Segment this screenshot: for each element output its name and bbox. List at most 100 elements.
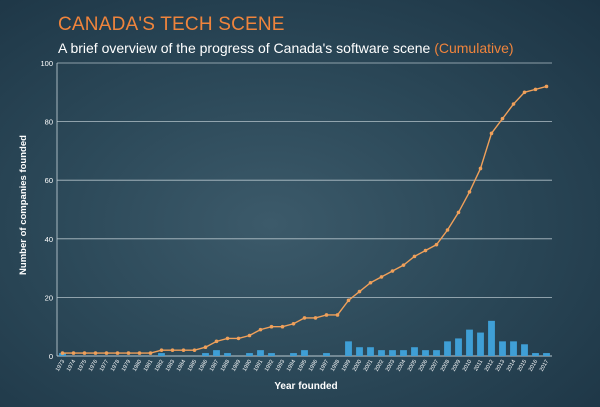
bar xyxy=(543,353,550,356)
bar xyxy=(202,353,209,356)
y-tick-label: 60 xyxy=(45,176,53,185)
x-tick-label: 2008 xyxy=(440,359,451,373)
x-tick-label: 1984 xyxy=(176,359,187,373)
bar xyxy=(301,350,308,356)
line-point xyxy=(247,333,252,338)
x-tick-label: 2004 xyxy=(396,359,407,373)
x-tick-label: 1974 xyxy=(66,359,77,373)
bar xyxy=(213,350,220,356)
line-point xyxy=(148,351,153,355)
line-point xyxy=(423,248,428,253)
x-tick-label: 1977 xyxy=(99,359,110,373)
line-point xyxy=(302,316,307,320)
line-point xyxy=(324,313,329,317)
x-tick-label: 1978 xyxy=(110,359,121,373)
bar xyxy=(422,350,429,356)
x-tick-label: 1987 xyxy=(209,359,220,373)
x-tick-label: 1983 xyxy=(165,359,176,373)
line-point xyxy=(93,351,98,355)
bar xyxy=(389,350,396,356)
line-point xyxy=(104,351,109,355)
x-axis-label: Year founded xyxy=(274,381,337,392)
bar xyxy=(224,353,231,356)
x-tick-label: 2002 xyxy=(374,359,385,373)
line-point xyxy=(379,275,384,279)
cumulative-line xyxy=(62,85,547,354)
bar xyxy=(411,347,418,356)
bar xyxy=(477,332,484,356)
x-tick-label: 1990 xyxy=(242,359,253,373)
line-point xyxy=(82,351,87,355)
x-tick-label: 2007 xyxy=(429,359,440,373)
bar xyxy=(400,350,407,356)
line-point xyxy=(159,348,164,352)
x-tick-label: 1998 xyxy=(330,359,341,373)
bar xyxy=(158,353,165,356)
x-tick-label: 1993 xyxy=(275,359,286,373)
line-point xyxy=(137,351,142,355)
x-tick-label: 1975 xyxy=(77,359,88,373)
x-tick-label: 1989 xyxy=(231,359,242,373)
line-point xyxy=(225,336,230,341)
x-tick-label: 1995 xyxy=(297,359,308,373)
bar xyxy=(433,350,440,356)
bar xyxy=(367,347,374,356)
bar xyxy=(521,344,528,356)
line-point xyxy=(71,351,76,355)
y-axis-label: Number of companies founded xyxy=(18,135,29,275)
x-tick-label: 2005 xyxy=(407,359,418,373)
line-point xyxy=(500,116,505,121)
x-tick-label: 2014 xyxy=(506,359,517,373)
line-point xyxy=(456,210,461,215)
line-point xyxy=(214,339,219,344)
x-tick-label: 1979 xyxy=(121,359,132,373)
line-point xyxy=(291,321,296,326)
x-tick-label: 1988 xyxy=(220,359,231,373)
y-tick-label: 20 xyxy=(45,293,53,302)
bar xyxy=(268,353,275,356)
bar xyxy=(499,341,506,356)
x-tick-label: 1999 xyxy=(341,359,352,373)
line-point xyxy=(445,228,450,232)
bar xyxy=(510,341,517,356)
x-tick-label: 1982 xyxy=(154,359,165,373)
subtitle-text: A brief overview of the progress of Cana… xyxy=(58,40,431,56)
line-point xyxy=(60,351,65,355)
x-tick-label: 1976 xyxy=(88,359,99,373)
line-point xyxy=(346,298,351,303)
line-point xyxy=(489,131,494,136)
bar xyxy=(532,353,539,356)
line-point xyxy=(203,345,208,350)
y-tick-label: 80 xyxy=(45,118,53,127)
line-point xyxy=(467,190,472,194)
line-point xyxy=(181,348,186,352)
bar xyxy=(356,347,363,356)
x-tick-label: 1997 xyxy=(319,359,330,373)
bar xyxy=(466,329,473,356)
line-point xyxy=(280,324,285,329)
x-tick-label: 2016 xyxy=(528,359,539,373)
line-point xyxy=(412,254,417,259)
bar xyxy=(488,320,495,356)
bar xyxy=(378,350,385,356)
x-tick-label: 1980 xyxy=(132,359,143,373)
bar xyxy=(246,353,253,356)
line-point xyxy=(269,324,274,329)
line-point xyxy=(522,90,527,95)
line-point xyxy=(390,269,395,273)
line-point xyxy=(368,280,373,285)
line-point xyxy=(126,351,131,355)
line-point xyxy=(236,336,241,341)
chart-title: CANADA'S TECH SCENE xyxy=(58,14,285,35)
x-tick-label: 1981 xyxy=(143,359,154,373)
chart-subtitle: A brief overview of the progress of Cana… xyxy=(58,40,514,56)
y-tick-label: 40 xyxy=(45,235,53,244)
line-point xyxy=(478,166,483,171)
subtitle-accent: (Cumulative) xyxy=(434,40,514,56)
line-point xyxy=(544,84,549,89)
line-point xyxy=(115,351,120,355)
line-point xyxy=(511,102,516,106)
x-tick-label: 1992 xyxy=(264,359,275,373)
bar xyxy=(257,350,264,356)
y-tick-label: 0 xyxy=(49,352,53,361)
